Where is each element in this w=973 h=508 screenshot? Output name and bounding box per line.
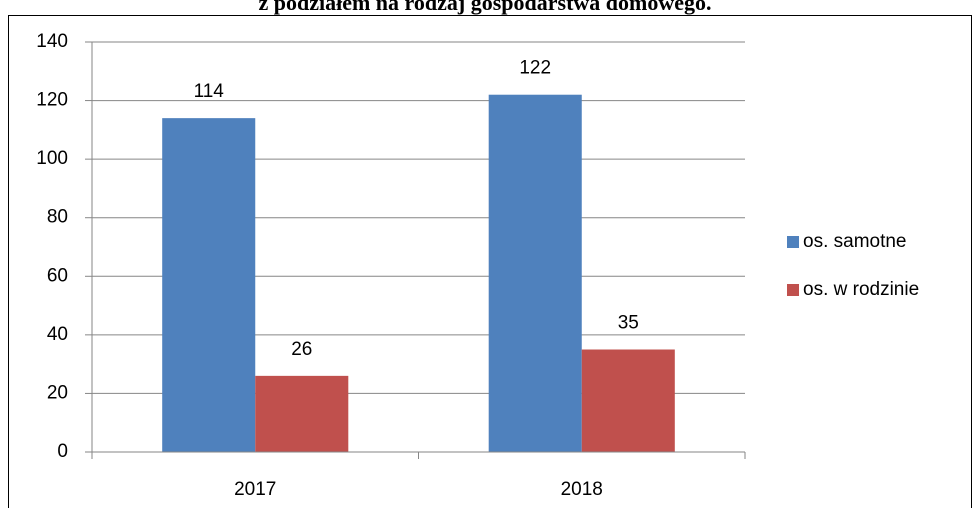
y-tick-label: 60 [47,265,68,286]
y-tick-label: 140 [36,31,68,52]
chart-title: z podziałem na rodzaj gospodarstwa domow… [258,0,711,15]
bar [488,94,582,452]
bar [255,375,349,452]
y-tick-label: 80 [47,207,68,228]
legend-label: os. w rodzinie [803,279,919,300]
legend-swatch [787,284,799,296]
data-label: 122 [519,58,551,79]
x-tick-label: 2018 [561,479,603,500]
bar [162,118,256,453]
data-label: 26 [291,339,312,360]
y-tick-label: 0 [57,441,68,462]
bar [581,349,675,452]
y-tick-label: 40 [47,324,68,345]
data-label: 35 [618,313,639,334]
y-tick-label: 100 [36,148,68,169]
legend-swatch [787,236,799,248]
data-label: 114 [194,81,225,102]
y-tick-label: 120 [36,90,68,111]
y-tick-label: 20 [47,382,68,403]
x-tick-label: 2017 [234,479,276,500]
legend-label: os. samotne [803,231,907,252]
